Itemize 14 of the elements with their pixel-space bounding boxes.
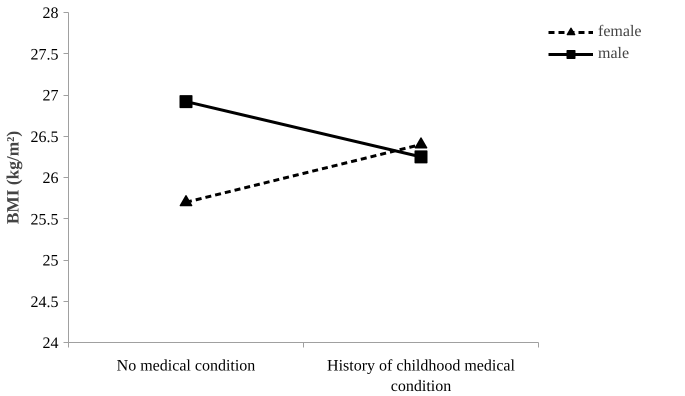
y-tick-label: 25.5	[30, 211, 58, 228]
y-tick-label: 27.5	[30, 46, 58, 64]
y-tick-label: 26.5	[30, 128, 58, 146]
x-tick-label: No medical condition	[116, 358, 256, 374]
y-axis-title: BMI (kg/m²)	[4, 130, 22, 224]
y-tick-label: 26	[42, 170, 58, 187]
y-tick-label: 24	[42, 335, 58, 352]
legend-label: male	[598, 45, 630, 63]
legend-label: female	[598, 23, 642, 41]
y-tick-label: 24.5	[30, 294, 58, 311]
y-tick-label: 27	[42, 88, 58, 104]
x-tick-label: History of childhood medical condition	[327, 358, 516, 395]
y-tick-label: 25	[42, 252, 58, 270]
y-tick-label: 28	[42, 5, 58, 22]
